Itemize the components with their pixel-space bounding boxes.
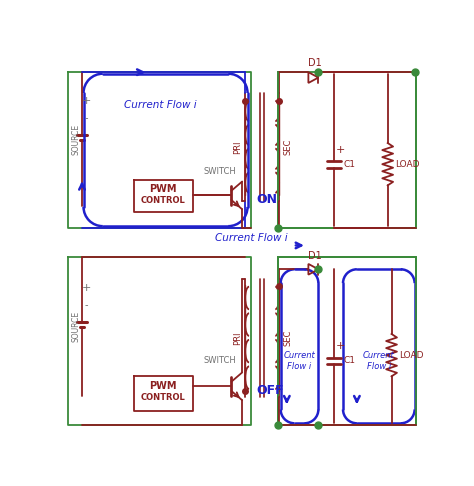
Text: Current Flow i: Current Flow i bbox=[215, 233, 288, 243]
Text: C1: C1 bbox=[343, 356, 355, 365]
Text: SWITCH: SWITCH bbox=[203, 167, 236, 176]
Text: D1: D1 bbox=[308, 57, 321, 68]
Text: +: + bbox=[336, 145, 346, 155]
Text: SWITCH: SWITCH bbox=[203, 356, 236, 365]
Text: +: + bbox=[82, 96, 91, 106]
Text: PWM: PWM bbox=[149, 381, 177, 391]
Text: +: + bbox=[82, 283, 91, 293]
Text: SEC: SEC bbox=[284, 330, 293, 346]
Text: C1: C1 bbox=[343, 160, 355, 169]
Text: LOAD: LOAD bbox=[399, 351, 424, 360]
Text: D1: D1 bbox=[308, 251, 321, 261]
Text: ON: ON bbox=[256, 193, 277, 206]
Text: SEC: SEC bbox=[284, 139, 293, 155]
Text: OFF: OFF bbox=[256, 383, 283, 397]
Text: CONTROL: CONTROL bbox=[141, 393, 186, 401]
Text: Current
Flow i: Current Flow i bbox=[363, 351, 395, 371]
Text: SOURCE: SOURCE bbox=[71, 123, 80, 155]
Text: Current Flow i: Current Flow i bbox=[124, 100, 197, 109]
Text: -: - bbox=[85, 300, 88, 310]
Text: Current
Flow i: Current Flow i bbox=[283, 351, 315, 371]
Text: LOAD: LOAD bbox=[395, 160, 420, 169]
Text: SOURCE: SOURCE bbox=[71, 311, 80, 342]
Text: -: - bbox=[85, 113, 88, 123]
Text: +: + bbox=[336, 341, 346, 350]
Text: PRI: PRI bbox=[233, 140, 242, 154]
Text: PRI: PRI bbox=[233, 331, 242, 345]
Text: PWM: PWM bbox=[149, 184, 177, 194]
Text: CONTROL: CONTROL bbox=[141, 196, 186, 205]
